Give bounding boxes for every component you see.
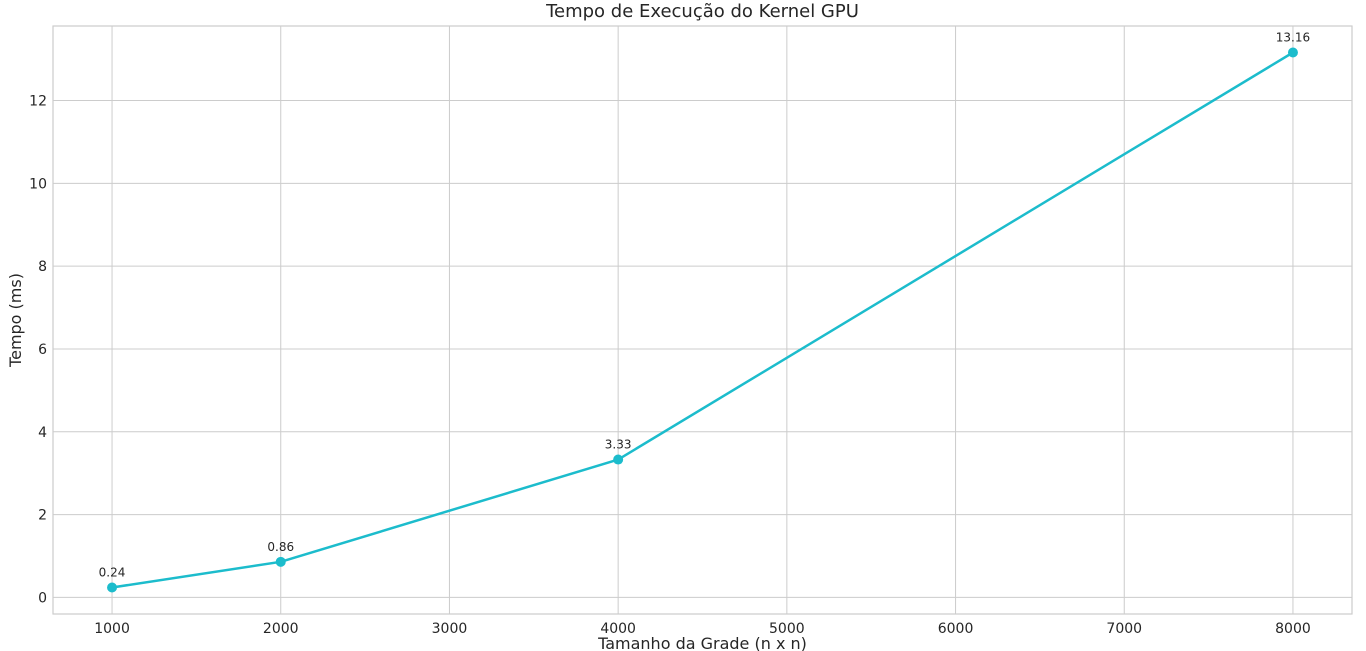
data-point (107, 582, 118, 593)
y-axis-label: Tempo (ms) (6, 273, 25, 368)
tick-layer: 1000 2000 3000 4000 5000 6000 7000 8000 0 2 4 6 8 10 1… (29, 94, 1311, 637)
x-tick-label: 3000 (432, 621, 468, 637)
data-point (275, 556, 286, 567)
x-tick-label: 6000 (938, 621, 974, 637)
x-tick-label: 1000 (94, 621, 130, 637)
chart-title: Tempo de Execução do Kernel GPU (545, 1, 859, 22)
data-value-label: 0.24 (99, 565, 126, 579)
y-tick-label: 2 (38, 508, 47, 524)
grid-layer (53, 26, 1352, 614)
data-value-label: 3.33 (605, 438, 632, 452)
y-tick-label: 8 (38, 259, 47, 275)
data-point (613, 454, 624, 465)
data-value-label: 0.86 (267, 540, 294, 554)
x-tick-label: 5000 (769, 621, 805, 637)
data-point (1287, 47, 1298, 58)
y-tick-label: 10 (29, 176, 47, 192)
y-tick-label: 4 (38, 425, 47, 441)
x-tick-label: 8000 (1275, 621, 1311, 637)
x-tick-label: 2000 (263, 621, 299, 637)
y-tick-label: 12 (29, 94, 47, 110)
x-tick-label: 4000 (600, 621, 636, 637)
y-tick-label: 6 (38, 342, 47, 358)
label-layer: 0.24 0.86 3.33 13.16 (99, 31, 1310, 580)
x-axis-label: Tamanho da Grade (n x n) (597, 634, 807, 651)
series-line (111, 51, 1294, 589)
x-tick-label: 7000 (1106, 621, 1142, 637)
series-layer (107, 47, 1298, 593)
data-value-label: 13.16 (1276, 31, 1310, 45)
y-tick-label: 0 (38, 590, 47, 606)
plot-frame (52, 25, 1353, 615)
